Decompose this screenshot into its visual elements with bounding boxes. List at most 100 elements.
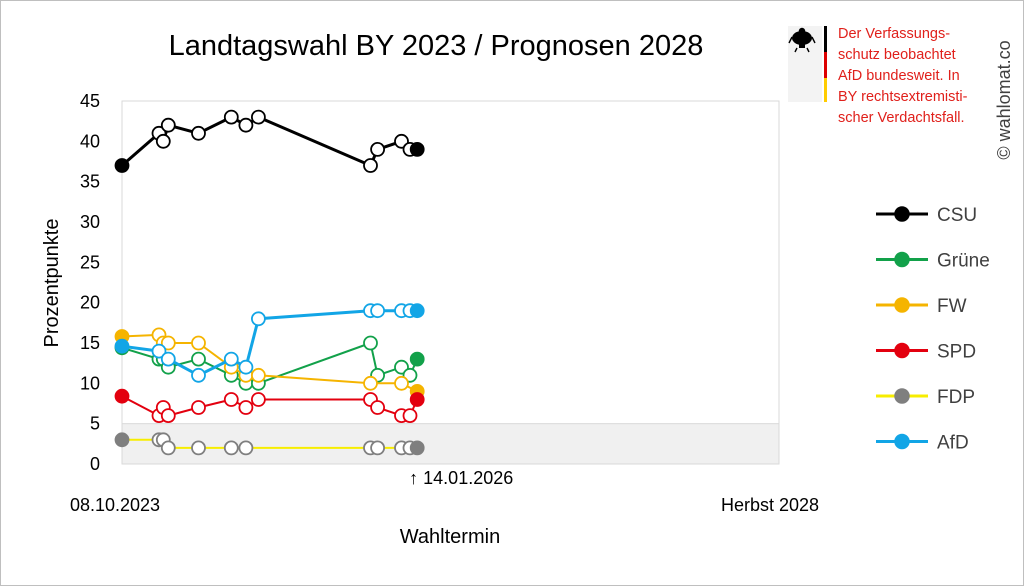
data-point	[160, 408, 176, 424]
data-point	[191, 335, 206, 351]
data-point	[409, 351, 425, 367]
data-point	[363, 335, 378, 351]
series-layer	[114, 109, 425, 456]
legend-label: FW	[937, 296, 967, 317]
legend-label: Grüne	[937, 251, 990, 272]
legend-swatch-marker	[894, 206, 910, 222]
data-point	[160, 117, 176, 133]
y-tick-label: 10	[80, 373, 100, 393]
data-point	[409, 440, 425, 456]
data-point	[160, 335, 176, 351]
data-point	[191, 440, 206, 456]
data-point	[370, 141, 386, 157]
notice-line: schutz beobachtet	[838, 47, 956, 63]
data-point	[238, 117, 254, 133]
data-point	[363, 158, 378, 173]
notice-block: Der Verfassungs- schutz beobachtet AfD b…	[788, 26, 968, 126]
y-tick-label: 25	[80, 252, 100, 272]
legend-item: AfD	[876, 433, 969, 454]
shaded-band	[121, 423, 780, 465]
legend-item: Grüne	[876, 251, 990, 272]
legend-swatch-marker	[894, 297, 910, 313]
legend-label: AfD	[937, 433, 969, 454]
data-point	[160, 440, 176, 456]
data-point	[114, 158, 130, 173]
data-point	[250, 311, 266, 327]
legend-label: CSU	[937, 205, 977, 226]
data-point	[191, 351, 206, 367]
data-point	[250, 367, 266, 383]
y-axis-ticks: 0 5 10 15 20 25 30 35 40 45	[80, 91, 100, 474]
series-afd	[114, 303, 425, 383]
data-point	[409, 141, 425, 157]
data-point	[394, 375, 409, 391]
y-axis-label: Prozentpunkte	[41, 219, 63, 348]
y-tick-label: 15	[80, 333, 100, 353]
data-point	[238, 359, 254, 375]
data-point	[363, 375, 378, 391]
federal-eagle-icon	[788, 27, 816, 53]
legend-item: CSU	[876, 205, 977, 226]
data-point	[370, 400, 386, 415]
data-point	[223, 440, 239, 456]
data-point	[370, 440, 386, 456]
x-axis-label: Wahltermin	[400, 526, 500, 548]
series-spd	[114, 388, 425, 424]
data-point	[250, 109, 266, 125]
x-tick-end: Herbst 2028	[721, 495, 819, 515]
x-tick-start: 08.10.2023	[70, 495, 160, 515]
notice-line: BY rechtsextremisti-	[838, 89, 968, 105]
data-point	[223, 351, 239, 367]
legend-item: FDP	[876, 387, 975, 408]
y-tick-label: 35	[80, 172, 100, 192]
flag-stripe-red	[824, 52, 827, 78]
y-tick-label: 5	[90, 414, 100, 434]
y-tick-label: 0	[90, 454, 100, 474]
data-point	[238, 400, 254, 415]
data-point	[250, 392, 266, 407]
flag-stripe-gold	[824, 78, 827, 102]
legend-swatch-marker	[894, 433, 910, 450]
y-tick-label: 30	[80, 212, 100, 232]
legend-swatch-marker	[894, 388, 910, 404]
y-tick-label: 40	[80, 131, 100, 151]
flag-stripe-black	[824, 26, 827, 52]
notice-line: AfD bundesweit. In	[838, 68, 960, 84]
data-point	[238, 440, 254, 456]
data-point	[409, 303, 425, 319]
legend-swatch-marker	[894, 342, 910, 359]
data-point	[223, 109, 239, 125]
legend-swatch-marker	[894, 251, 910, 268]
data-point	[151, 343, 167, 359]
data-point	[402, 408, 418, 424]
data-point	[370, 303, 386, 319]
legend-item: SPD	[876, 342, 976, 363]
data-point	[114, 338, 130, 354]
series-csu	[114, 109, 425, 173]
y-tick-label: 20	[80, 293, 100, 313]
notice-line: scher Verdachtsfall.	[838, 110, 965, 126]
series-fdp	[114, 432, 425, 456]
legend-label: FDP	[937, 387, 975, 408]
plot-area	[121, 100, 780, 465]
date-marker-label: ↑ 14.01.2026	[409, 468, 513, 488]
data-point	[223, 392, 239, 407]
y-tick-label: 45	[80, 91, 100, 111]
data-point	[114, 388, 130, 404]
x-axis-ticks: 08.10.2023 Herbst 2028	[70, 495, 819, 515]
data-point	[191, 400, 206, 415]
legend-label: SPD	[937, 342, 976, 363]
legend-item: FW	[876, 296, 967, 317]
plot-background	[121, 100, 780, 465]
data-point	[160, 351, 176, 367]
data-point	[114, 432, 130, 448]
data-point	[191, 367, 206, 383]
notice-line: Der Verfassungs-	[838, 26, 950, 42]
credit-text: © wahlomat.co	[994, 40, 1014, 159]
chart-title: Landtagswahl BY 2023 / Prognosen 2028	[169, 30, 704, 62]
legend: CSU Grüne FW SPD FDP AfD	[876, 205, 990, 454]
data-point	[191, 125, 206, 141]
data-point	[409, 392, 425, 407]
data-point	[155, 133, 171, 149]
